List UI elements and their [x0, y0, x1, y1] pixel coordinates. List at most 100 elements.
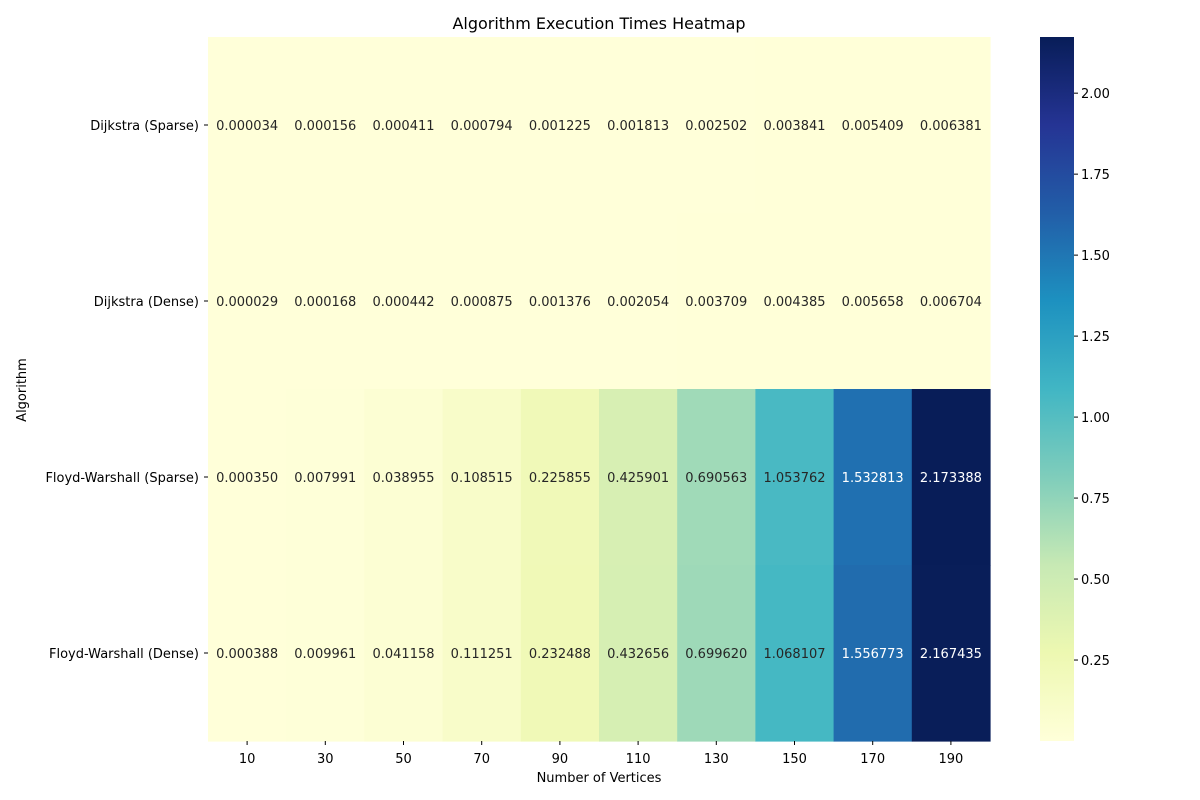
colorbar-tick-label: 0.50: [1081, 573, 1110, 588]
cell-value-label: 0.108515: [451, 471, 513, 486]
cell-value-label: 0.000411: [372, 119, 434, 134]
cell-value-label: 0.006381: [920, 119, 982, 134]
y-axis: Dijkstra (Sparse) Dijkstra (Dense) Floyd-W…: [45, 119, 208, 662]
heatmap-cell: [520, 389, 600, 566]
colorbar-tick-label: 1.25: [1081, 330, 1110, 345]
heatmap-cell: [599, 565, 678, 742]
heatmap-cell: [911, 565, 991, 742]
cell-value-label: 0.001813: [607, 119, 669, 134]
heatmap-cell: [677, 37, 756, 214]
heatmap-cell: [286, 565, 365, 742]
cell-value-label: 0.232488: [529, 647, 591, 662]
heatmap-cell: [208, 213, 287, 390]
y-tick-label: Dijkstra (Dense): [94, 295, 199, 310]
heatmap-cell: [364, 389, 444, 566]
heatmap-cell: [911, 213, 991, 390]
heatmap-cell: [833, 213, 913, 390]
heatmap-cell: [833, 565, 913, 742]
y-tick-label: Dijkstra (Sparse): [90, 119, 199, 134]
cell-value-label: 0.041158: [372, 647, 434, 662]
cell-value-label: 0.000168: [294, 295, 356, 310]
cell-value-label: 0.002054: [607, 295, 669, 310]
cell-value-label: 0.000156: [294, 119, 356, 134]
heatmap-cell: [755, 37, 835, 214]
x-axis: 10 30 50 70 90 110 130 150 170 190: [239, 741, 963, 767]
cell-value-label: 0.225855: [529, 471, 591, 486]
cell-value-label: 0.007991: [294, 471, 356, 486]
heatmap-cell: [599, 37, 678, 214]
cell-value-label: 0.001225: [529, 119, 591, 134]
x-tick-label: 30: [317, 752, 334, 767]
colorbar-tick-label: 1.75: [1081, 168, 1110, 183]
heatmap-cell: [286, 213, 365, 390]
cell-value-label: 0.038955: [372, 471, 434, 486]
cell-value-label: 0.000442: [372, 295, 434, 310]
heatmap-cell: [833, 37, 913, 214]
x-tick-label: 50: [395, 752, 412, 767]
heatmap-cell: [520, 565, 600, 742]
cell-value-label: 0.000350: [216, 471, 278, 486]
heatmap-cell: [911, 37, 991, 214]
colorbar-tick-label: 1.00: [1081, 411, 1110, 426]
cell-value-label: 0.000388: [216, 647, 278, 662]
heatmap-cell: [364, 37, 444, 214]
x-axis-label: Number of Vertices: [537, 771, 662, 786]
cell-value-label: 0.425901: [607, 471, 669, 486]
colorbar-tick-label: 2.00: [1081, 87, 1110, 102]
heatmap-cell: [208, 565, 287, 742]
heatmap-cell: [364, 565, 444, 742]
heatmap-cell: [442, 565, 522, 742]
x-tick-label: 70: [473, 752, 490, 767]
cell-value-label: 0.000794: [451, 119, 513, 134]
cell-value-label: 0.432656: [607, 647, 669, 662]
heatmap-cell: [755, 389, 835, 566]
chart-title: Algorithm Execution Times Heatmap: [452, 14, 745, 33]
heatmap-cell: [442, 213, 522, 390]
heatmap-cell: [911, 389, 991, 566]
heatmap-cell: [208, 37, 287, 214]
x-tick-label: 190: [938, 752, 963, 767]
heatmap-cell: [833, 389, 913, 566]
cell-value-label: 0.009961: [294, 647, 356, 662]
cell-value-label: 2.173388: [920, 471, 982, 486]
cell-value-label: 0.003709: [685, 295, 747, 310]
x-tick-label: 150: [782, 752, 807, 767]
colorbar-ticks: 0.25 0.50 0.75 1.00 1.25 1.50 1.75 2.00: [1074, 87, 1110, 669]
colorbar-tick-label: 0.75: [1081, 492, 1110, 507]
heatmap-cells: [208, 37, 991, 742]
cell-value-label: 0.004385: [763, 295, 825, 310]
colorbar-tick-label: 0.25: [1081, 654, 1110, 669]
x-tick-label: 170: [860, 752, 885, 767]
x-tick-label: 130: [704, 752, 729, 767]
cell-value-label: 2.167435: [920, 647, 982, 662]
cell-value-label: 1.556773: [842, 647, 904, 662]
heatmap-cell: [520, 37, 600, 214]
cell-value-label: 1.068107: [763, 647, 825, 662]
cell-value-label: 0.111251: [451, 647, 513, 662]
heatmap-cell: [442, 389, 522, 566]
heatmap-cell: [677, 565, 756, 742]
cell-value-label: 0.001376: [529, 295, 591, 310]
heatmap-cell: [286, 389, 365, 566]
heatmap-cell: [755, 213, 835, 390]
heatmap-cell: [755, 565, 835, 742]
cell-value-label: 1.532813: [842, 471, 904, 486]
y-tick-label: Floyd-Warshall (Dense): [49, 647, 199, 662]
colorbar-tick-label: 1.50: [1081, 249, 1110, 264]
heatmap-cell: [286, 37, 365, 214]
heatmap-cell: [520, 213, 600, 390]
y-axis-label: Algorithm: [15, 358, 30, 422]
heatmap-cell: [208, 389, 287, 566]
heatmap-cell: [599, 389, 678, 566]
heatmap-cell: [677, 213, 756, 390]
cell-value-label: 0.000029: [216, 295, 278, 310]
x-tick-label: 10: [239, 752, 256, 767]
cell-value-label: 0.006704: [920, 295, 982, 310]
colorbar: [1040, 37, 1074, 741]
cell-value-label: 0.002502: [685, 119, 747, 134]
heatmap-cell: [599, 213, 678, 390]
heatmap-cell: [677, 389, 756, 566]
cell-value-label: 0.690563: [685, 471, 747, 486]
heatmap-cell: [442, 37, 522, 214]
